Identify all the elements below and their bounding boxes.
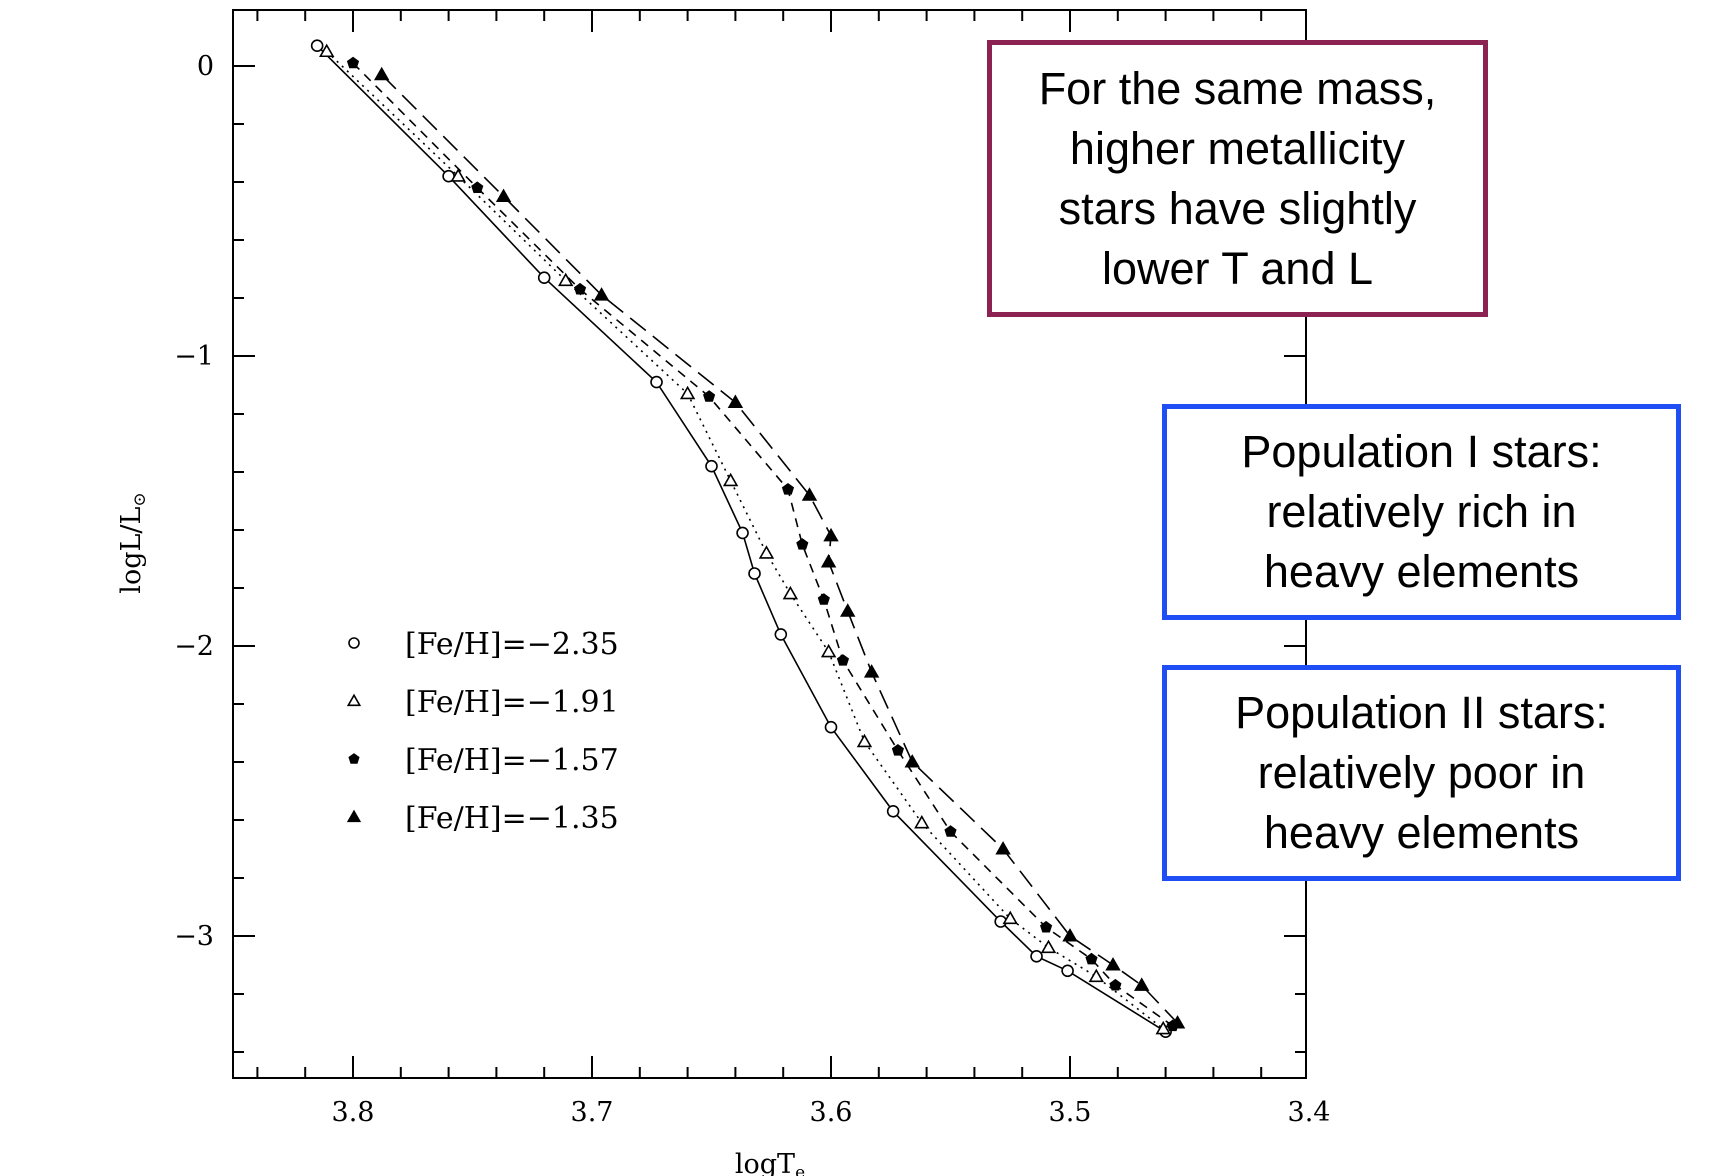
data-point (1088, 968, 1104, 983)
note-line: lower T and L (1101, 242, 1373, 294)
data-point (1061, 964, 1074, 978)
data-point (537, 271, 551, 285)
note-line: stars have slightly (1058, 182, 1417, 234)
x-tick-label: 3.6 (810, 1097, 853, 1128)
data-point (824, 720, 838, 734)
legend-label: [Fe/H]=−1.57 (405, 743, 619, 778)
data-point (820, 643, 837, 658)
data-point (904, 754, 920, 768)
data-point (736, 526, 749, 540)
data-point (1155, 1020, 1171, 1035)
data-point (1109, 978, 1122, 991)
legend-marker (346, 693, 362, 707)
data-point (774, 628, 788, 641)
y-tick-labels: 0 −1 −2 −3 (174, 51, 214, 952)
data-point (1062, 928, 1078, 942)
data-point (856, 733, 873, 748)
x-tick-label: 3.7 (571, 1097, 614, 1128)
data-point (450, 168, 466, 182)
data-point (319, 43, 335, 58)
data-point (944, 825, 957, 837)
data-point (705, 459, 718, 473)
data-point (914, 814, 930, 829)
note-line: relatively poor in (1257, 747, 1586, 798)
data-point (1030, 949, 1043, 963)
series-line-1 (316, 45, 1167, 1033)
data-point (679, 385, 696, 400)
data-point (863, 664, 880, 678)
metallicity-note: For the same mass, higher metallicity st… (987, 40, 1488, 317)
data-point (495, 188, 512, 203)
y-tick-label: −2 (174, 631, 214, 662)
y-axis-label: logL/L⊙ (116, 492, 150, 593)
x-axis-label: logTe (735, 1149, 805, 1176)
data-point (650, 375, 663, 389)
series-line-2 (326, 50, 1164, 1030)
legend-marker (346, 809, 362, 823)
data-point (891, 744, 905, 756)
data-point (886, 804, 900, 818)
data-point (471, 181, 484, 193)
data-point (782, 585, 799, 600)
data-point (781, 483, 795, 495)
data-point (820, 553, 837, 568)
note-line: relatively rich in (1266, 486, 1577, 537)
legend: [Fe/H]=−2.35 [Fe/H]=−1.91 [Fe/H]=−1.57 [… (346, 627, 619, 836)
data-point (1133, 977, 1150, 991)
legend-label: [Fe/H]=−2.35 (405, 627, 619, 662)
y-tick-label: −1 (174, 341, 214, 372)
data-point (703, 390, 716, 402)
note-line: heavy elements (1263, 807, 1580, 858)
y-tick-label: −3 (174, 921, 214, 952)
data-point (1085, 952, 1098, 965)
x-tick-labels: 3.8 3.7 3.6 3.5 3.4 (332, 1097, 1331, 1128)
data-point (1002, 910, 1018, 925)
data-point (823, 527, 839, 542)
population-ii-note: Population II stars: relatively poor in … (1162, 665, 1681, 881)
series-markers (310, 39, 1186, 1038)
population-i-note: Population I stars: relatively rich in h… (1162, 404, 1681, 620)
legend-label: [Fe/H]=−1.35 (405, 801, 619, 836)
data-point (1040, 920, 1053, 933)
note-line: higher metallicity (1069, 122, 1406, 174)
series-line-3 (352, 62, 1174, 1027)
legend-marker (348, 753, 360, 764)
note-line: Population I stars: (1241, 426, 1602, 477)
data-point (373, 66, 390, 81)
data-point (558, 272, 574, 287)
x-tick-label: 3.8 (332, 1097, 375, 1128)
note-line: Population II stars: (1235, 687, 1608, 738)
legend-marker (348, 637, 360, 649)
data-point (573, 282, 587, 295)
data-point (593, 287, 610, 301)
data-point (801, 487, 818, 501)
data-point (1040, 939, 1057, 954)
data-point (310, 39, 324, 53)
note-line: For the same mass, (1038, 62, 1437, 114)
data-point (995, 841, 1011, 855)
data-point (748, 567, 761, 580)
data-point (758, 545, 775, 559)
legend-label: [Fe/H]=−1.91 (405, 685, 619, 720)
data-point (817, 593, 830, 605)
data-point (796, 538, 809, 550)
x-tick-label: 3.4 (1288, 1097, 1331, 1128)
data-point (836, 654, 850, 666)
data-point (346, 56, 360, 69)
y-tick-label: 0 (197, 51, 214, 82)
note-line: heavy elements (1263, 546, 1580, 597)
data-point (722, 472, 739, 487)
x-tick-label: 3.5 (1049, 1097, 1092, 1128)
data-point (840, 603, 856, 617)
data-point (727, 394, 744, 408)
data-point (1105, 957, 1121, 971)
data-point (1169, 1015, 1186, 1029)
